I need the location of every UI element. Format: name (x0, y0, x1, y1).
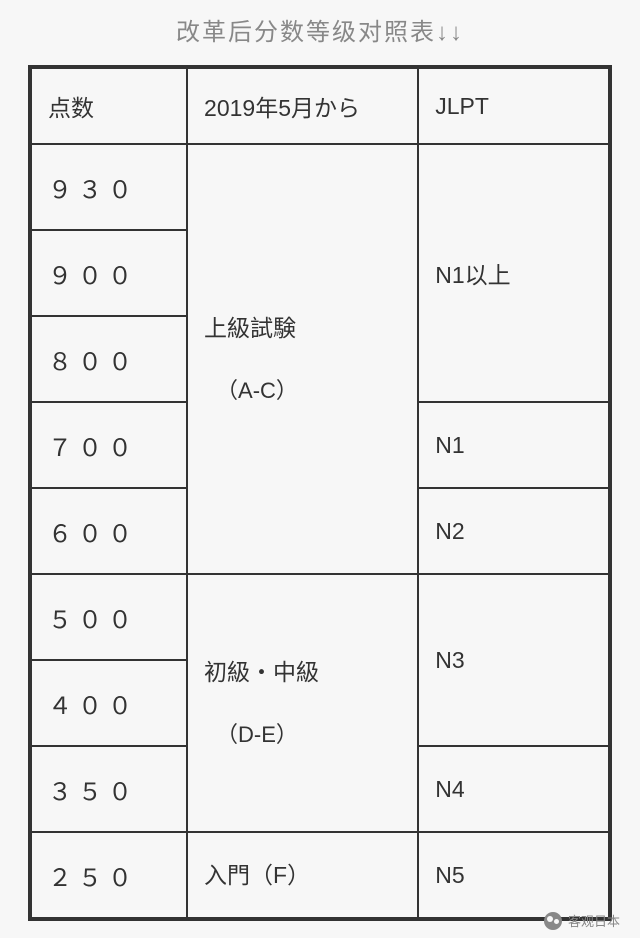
score-cell: ４００ (31, 660, 187, 746)
score-cell: ９３０ (31, 144, 187, 230)
score-cell: ８００ (31, 316, 187, 402)
table-row: ２５０ 入門（F） N5 (31, 832, 609, 918)
score-cell: ９００ (31, 230, 187, 316)
header-jlpt: JLPT (418, 68, 609, 144)
level-intermediate: 初級・中級 （D-E） (187, 574, 418, 832)
score-cell: ６００ (31, 488, 187, 574)
jlpt-n4: N4 (418, 746, 609, 832)
level-advanced-line2: （A-C） (204, 360, 417, 422)
jlpt-n5: N5 (418, 832, 609, 918)
jlpt-n1: N1 (418, 402, 609, 488)
table-row: ９３０ 上級試験 （A-C） N1以上 (31, 144, 609, 230)
level-intermediate-line2: （D-E） (204, 704, 417, 766)
footer-text: 客观日本 (568, 911, 620, 930)
table-row: ５００ 初級・中級 （D-E） N3 (31, 574, 609, 660)
footer-source: 客观日本 (544, 911, 620, 930)
wechat-icon (544, 912, 562, 930)
level-intermediate-line1: 初級・中級 (204, 640, 417, 704)
level-beginner: 入門（F） (187, 832, 418, 918)
jlpt-n3: N3 (418, 574, 609, 746)
table-header-row: 点数 2019年5月から JLPT (31, 68, 609, 144)
score-cell: ２５０ (31, 832, 187, 918)
score-cell: ５００ (31, 574, 187, 660)
comparison-table: 点数 2019年5月から JLPT ９３０ 上級試験 （A-C） N1以上 ９０… (28, 65, 612, 921)
page-title: 改革后分数等级对照表↓↓ (0, 0, 640, 65)
header-score: 点数 (31, 68, 187, 144)
level-advanced: 上級試験 （A-C） (187, 144, 418, 574)
jlpt-n1plus: N1以上 (418, 144, 609, 402)
jlpt-n2: N2 (418, 488, 609, 574)
score-cell: ７００ (31, 402, 187, 488)
level-advanced-line1: 上級試験 (204, 296, 417, 360)
header-level: 2019年5月から (187, 68, 418, 144)
score-cell: ３５０ (31, 746, 187, 832)
